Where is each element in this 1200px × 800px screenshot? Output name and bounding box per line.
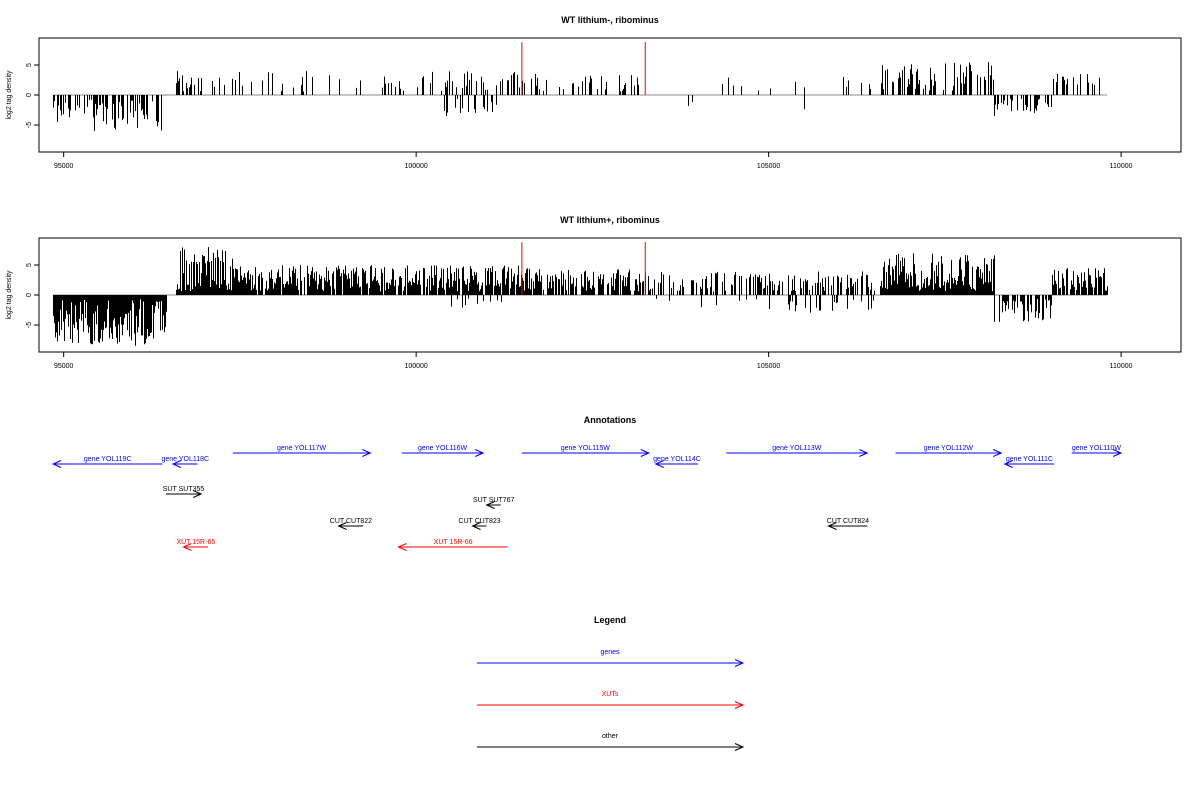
- annotations-title: Annotations: [584, 415, 637, 425]
- feature-label: gene YOL113W: [772, 445, 822, 452]
- x-tick-label: 110000: [1110, 163, 1133, 170]
- legend-item: other: [477, 733, 745, 751]
- density-bars: [53, 62, 1107, 131]
- legend-label: genes: [600, 649, 620, 656]
- feature-arrow: gene YOL113W: [726, 445, 869, 457]
- annotations-panel: Annotations gene YOL119C gene YOL118Cgene…: [51, 415, 1123, 551]
- x-tick-label: 100000: [404, 363, 427, 370]
- feature-label: XUT 15R-66: [434, 539, 473, 546]
- track-panel-lithium-minus: WT lithium-, ribominus log2 tag density …: [6, 15, 1182, 170]
- feature-arrow: gene YOL117W: [232, 445, 372, 457]
- feature-label: gene YOL116W: [418, 445, 468, 452]
- legend-label: XUTs: [602, 691, 619, 698]
- feature-arrow: SUT SUT355: [163, 486, 205, 498]
- feature-arrow: gene YOL111C: [1003, 456, 1055, 468]
- feature-label: SUT SUT355: [163, 486, 205, 493]
- legend-title: Legend: [594, 615, 626, 625]
- arrow-head: [1003, 460, 1013, 468]
- feature-arrow: gene YOL118C: [161, 456, 209, 468]
- arrow-head: [474, 449, 485, 457]
- arrow-head: [485, 501, 495, 509]
- feature-arrow: gene YOL115W: [521, 445, 651, 457]
- arrow-head: [734, 701, 745, 709]
- x-tick-label: 95000: [54, 363, 74, 370]
- x-tick-label: 100000: [404, 163, 427, 170]
- feature-arrow: CUT CUT822: [330, 518, 372, 530]
- arrow-head: [993, 449, 1003, 457]
- feature-arrow: gene YOL119C: [51, 456, 163, 468]
- arrow-head: [471, 522, 481, 530]
- feature-label: CUT CUT824: [827, 518, 869, 525]
- feature-label: gene YOL114C: [653, 456, 701, 463]
- legend-items: genes XUTs other: [477, 649, 745, 751]
- feature-label: XUT 15R-65: [176, 539, 215, 546]
- arrow-head: [827, 522, 837, 530]
- feature-arrow: gene YOL114C: [653, 456, 701, 468]
- track-panel-lithium-plus: WT lithium+, ribominus log2 tag density …: [6, 215, 1182, 370]
- feature-arrow: XUT 15R-65: [176, 539, 215, 551]
- arrow-head: [171, 460, 182, 468]
- marker-lines: [521, 42, 646, 95]
- feature-label: gene YOL115W: [561, 445, 611, 452]
- y-tick-label: -5: [26, 122, 33, 128]
- panel-title: WT lithium-, ribominus: [561, 15, 659, 25]
- density-bars: [53, 247, 1108, 346]
- y-tick-label: 0: [26, 93, 33, 97]
- feature-arrow: XUT 15R-66: [397, 539, 508, 551]
- x-tick-label: 105000: [757, 363, 780, 370]
- y-axis-label: log2 tag density: [6, 270, 13, 320]
- feature-label: SUT SUT767: [473, 497, 515, 504]
- arrow-head: [182, 543, 192, 551]
- feature-label: gene YOL111C: [1006, 456, 1053, 463]
- arrow-head: [192, 490, 203, 498]
- feature-arrow: CUT CUT823: [458, 518, 501, 530]
- feature-label: CUT CUT822: [330, 518, 372, 525]
- feature-arrow: CUT CUT824: [827, 518, 869, 530]
- x-tick-label: 95000: [54, 163, 74, 170]
- arrow-head: [397, 543, 407, 551]
- x-tick-label: 105000: [757, 163, 780, 170]
- feature-arrow: gene YOL110W: [1071, 445, 1123, 457]
- feature-arrows: gene YOL119C gene YOL118C gene YOL117W gene…: [51, 445, 1123, 551]
- arrow-head: [1112, 449, 1123, 457]
- axis-ticks: 95000 100000 105000 110000 -5 0 5: [26, 63, 1133, 170]
- marker-lines: [521, 242, 646, 295]
- y-tick-label: -5: [26, 322, 33, 328]
- feature-label: gene YOL110W: [1072, 445, 1122, 452]
- legend: Legend genes XUTs other: [477, 615, 745, 751]
- axis-ticks: 95000 100000 105000 110000 -5 0 5: [26, 263, 1133, 370]
- panel-title: WT lithium+, ribominus: [560, 215, 660, 225]
- y-tick-label: 5: [26, 63, 33, 67]
- feature-label: gene YOL117W: [277, 445, 327, 452]
- y-tick-label: 0: [26, 293, 33, 297]
- arrow-head: [640, 449, 651, 457]
- feature-arrow: gene YOL116W: [402, 445, 485, 457]
- feature-label: CUT CUT823: [458, 518, 500, 525]
- legend-item: genes: [477, 649, 745, 667]
- arrow-head: [859, 449, 869, 457]
- legend-item: XUTs: [477, 691, 745, 709]
- x-tick-label: 110000: [1110, 363, 1133, 370]
- legend-label: other: [602, 733, 619, 740]
- y-tick-label: 5: [26, 263, 33, 267]
- feature-label: gene YOL118C: [161, 456, 209, 463]
- arrow-head: [51, 460, 62, 468]
- arrow-head: [654, 460, 665, 468]
- feature-arrow: SUT SUT767: [473, 497, 515, 509]
- feature-arrow: gene YOL112W: [895, 445, 1003, 457]
- arrow-head: [362, 449, 372, 457]
- arrow-head: [337, 522, 347, 530]
- feature-label: gene YOL119C: [84, 456, 132, 463]
- arrow-head: [734, 743, 745, 751]
- y-axis-label: log2 tag density: [6, 70, 13, 120]
- feature-label: gene YOL112W: [924, 445, 974, 452]
- arrow-head: [734, 659, 745, 667]
